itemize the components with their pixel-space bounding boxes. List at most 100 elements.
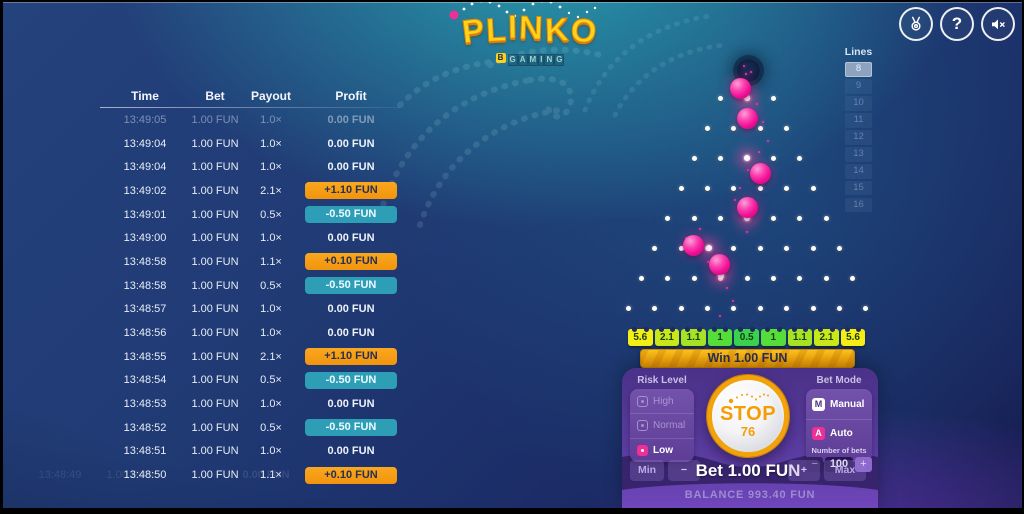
history-payout: 1.0× [260, 327, 282, 340]
plinko-ball [708, 253, 730, 275]
spark-particle [746, 231, 748, 233]
peg [784, 185, 790, 191]
peg [863, 305, 869, 311]
lines-option-14[interactable]: 14 [845, 163, 872, 179]
balance-display: BALANCE 993.40 FUN [684, 489, 816, 501]
bet-increase-button[interactable]: + [788, 460, 820, 481]
multiplier-chip-5.6: 5.6 [840, 326, 866, 346]
bet-mode-auto[interactable]: A Auto [806, 419, 872, 443]
peg [810, 245, 816, 251]
history-row: 13:48:58 1.00 FUN 1.1× +0.10 FUN [100, 250, 400, 274]
history-bet: 1.00 FUN [191, 398, 239, 411]
peg [823, 215, 829, 221]
history-row: 13:48:58 1.00 FUN 0.5× -0.50 FUN [100, 274, 400, 298]
peg [770, 215, 776, 221]
medal-icon [911, 16, 921, 31]
lines-option-15[interactable]: 15 [845, 180, 872, 196]
peg [731, 185, 737, 191]
spark-particle [732, 300, 734, 302]
peg [665, 275, 671, 281]
multiplier-chip-0.5: 0.5 [734, 326, 759, 346]
col-bet: Bet [205, 89, 225, 103]
history-payout: 1.0× [260, 303, 282, 316]
lines-option-8[interactable]: 8 [845, 62, 872, 77]
sound-mute-button[interactable] [981, 7, 1015, 41]
peg [810, 305, 816, 311]
peg [731, 125, 737, 131]
stop-label: STOP [719, 403, 777, 425]
brand-letter: G [554, 54, 565, 66]
peg [784, 245, 790, 251]
history-profit-badge: -0.50 FUN [305, 277, 397, 295]
logo-letter: N [518, 8, 546, 47]
bet-mode-manual[interactable]: M Manual [806, 394, 872, 414]
lines-option-9[interactable]: 9 [845, 78, 872, 94]
history-profit-cell: 0.00 FUN [302, 114, 400, 126]
bet-max-button[interactable]: Max [824, 460, 866, 481]
logo-letter: O [568, 10, 600, 51]
peg [665, 215, 671, 221]
brand-b-badge: B [495, 53, 506, 63]
lines-option-13[interactable]: 13 [845, 146, 872, 162]
history-payout: 0.5× [260, 208, 282, 221]
bet-mode-label: Bet Mode [816, 375, 862, 386]
help-button[interactable]: ? [940, 7, 974, 41]
peg [836, 245, 842, 251]
bet-min-button[interactable]: Min [630, 460, 664, 481]
history-bet: 1.00 FUN [191, 113, 239, 126]
multiplier-chip-5.6: 5.6 [628, 326, 653, 346]
lines-option-10[interactable]: 10 [845, 95, 872, 111]
spark-particle [750, 71, 752, 73]
multiplier-chip-1: 1 [760, 326, 786, 346]
history-bet: 1.00 FUN [191, 255, 239, 268]
history-profit-badge: +0.10 FUN [305, 253, 397, 271]
promotions-medal-button[interactable] [899, 7, 933, 41]
history-profit: 0.00 FUN [327, 303, 375, 316]
history-bet: 1.00 FUN [191, 374, 239, 387]
stop-button[interactable]: STOP 76 [707, 375, 789, 457]
history-profit-cell: 0.00 FUN [302, 327, 400, 339]
history-payout: 0.5× [260, 279, 282, 292]
history-row: 13:49:04 1.00 FUN 1.0× 0.00 FUN [100, 132, 400, 156]
peg [731, 245, 737, 251]
risk-option-low[interactable]: Low [630, 437, 694, 462]
history-profit-badge: -0.50 FUN [305, 206, 397, 224]
multiplier-chip-1.1: 1.1 [787, 326, 813, 346]
lines-option-16[interactable]: 16 [845, 197, 872, 213]
peg [652, 245, 658, 251]
peg [797, 275, 803, 281]
history-profit-cell: +1.10 FUN [302, 348, 400, 366]
ghost-bet: 1.00 FUN [106, 468, 154, 481]
risk-option-normal[interactable]: Normal [630, 413, 694, 437]
risk-option-high[interactable]: High [630, 389, 694, 413]
bet-amount-bar: Min − Bet 1.00 FUN + Max [622, 460, 878, 482]
lines-option-12[interactable]: 12 [845, 129, 872, 145]
peg [652, 305, 658, 311]
logo-letter: L [484, 10, 509, 49]
logo-letter: P [459, 10, 489, 51]
risk-level-label: Risk Level [637, 375, 687, 386]
lines-option-11[interactable]: 11 [845, 112, 872, 128]
plinko-ball [682, 234, 704, 256]
peg [691, 275, 697, 281]
history-profit-cell: +0.10 FUN [302, 253, 400, 271]
history-bet: 1.00 FUN [191, 303, 239, 316]
history-row: 13:49:04 1.00 FUN 1.0× 0.00 FUN [100, 155, 400, 179]
history-row: 13:48:56 1.00 FUN 1.0× 0.00 FUN [100, 321, 400, 345]
logo-letter: I [507, 7, 520, 46]
col-payout: Payout [250, 89, 291, 103]
peg [757, 125, 763, 131]
peg [823, 275, 829, 281]
history-profit-cell: +1.10 FUN [302, 182, 400, 200]
peg [770, 275, 776, 281]
manual-badge: M [812, 397, 825, 411]
col-profit: Profit [335, 89, 367, 103]
history-row: 13:49:05 1.00 FUN 1.0× 0.00 FUN [100, 108, 400, 132]
risk-high-icon [637, 395, 648, 407]
history-bet: 1.00 FUN [191, 232, 239, 245]
peg [810, 185, 816, 191]
history-time: 13:49:05 [123, 113, 167, 126]
